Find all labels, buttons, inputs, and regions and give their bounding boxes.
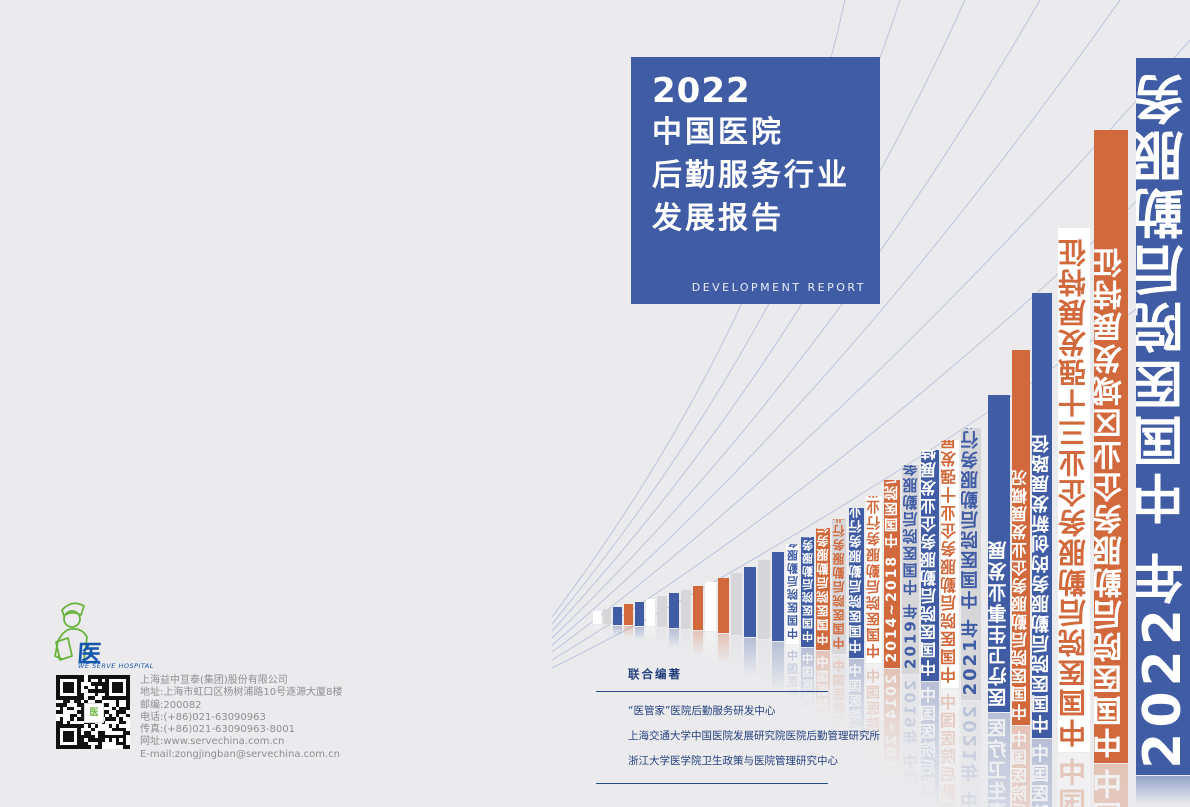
company-phone: 电话:(+86)021-63090963: [140, 711, 266, 723]
book-spine: 2014~2018 中国医院后勤服务行业发展报告: [884, 480, 900, 668]
editor-item: 上海交通大学中国医院发展研究院医院后勤管理研究所: [628, 730, 880, 742]
book-spine-reflection: [624, 626, 633, 647]
book-spine-reflection: 中国医院后勤服务企业发展概况: [1012, 726, 1030, 807]
book-spine-reflection: [613, 626, 622, 644]
book-spine: 中国医院后勤服务企业发展特征: [921, 450, 939, 681]
editor-item: 浙江大学医学院卫生政策与医院管理研究中心: [628, 755, 838, 767]
book-spine-reflection: [657, 628, 667, 659]
book-spine: [646, 599, 655, 626]
editors-list: “医管家”医院后勤服务研发中心 上海交通大学中国医院发展研究院医院后勤管理研究所…: [628, 699, 880, 774]
book-spine-reflection: 中国医院后勤服务企业十强发展特征: [941, 689, 959, 807]
book-spine-reflection: 中国医院后勤服务的创新发展路径: [1032, 739, 1052, 807]
qr-center-logo: 医: [84, 703, 104, 723]
right-book-spine-reflection: [1136, 776, 1190, 807]
book-spine: 中国医院后勤服务的创新发展路径: [1032, 293, 1052, 738]
cover-title-line-2: 后勤服务行业: [652, 158, 850, 193]
book-spine: 中国医院后勤服务企业区域发展特征: [1094, 130, 1128, 763]
book-spine-reflection: [603, 625, 611, 640]
book-spine: [731, 573, 742, 635]
book-spine: [603, 609, 611, 624]
book-spine-reflection: [669, 629, 679, 664]
logo-tagline: WE SERVE HOSPITAL: [78, 662, 154, 670]
company-address: 地址:上海市虹口区杨树浦路10号逐源大厦8楼: [140, 687, 343, 699]
joint-editors-block: 联合编著 “医管家”医院后勤服务研发中心 上海交通大学中国医院发展研究院医院后勤…: [596, 666, 880, 784]
cover-title: 中国医院 后勤服务行业 发展报告: [652, 111, 850, 240]
book-spine-reflection: [635, 627, 644, 651]
book-spine-reflection: 医疗卫生事业发展: [988, 713, 1010, 807]
company-postcode: 邮编:200082: [140, 699, 202, 711]
book-spine-reflection: 中国医院后勤服务行业发展报告: [832, 655, 846, 790]
cover-title-box: 2022 中国医院 后勤服务行业 发展报告 DEVELOPMENT REPORT: [631, 57, 880, 304]
book-spine: 中国医院后勤服务企业三十强发展特征: [1058, 228, 1090, 752]
book-spine: [693, 586, 703, 630]
cover-title-line-3: 发展报告: [652, 201, 784, 236]
editors-rule-bottom: [596, 783, 828, 784]
book-spine: 2019年 中国医院后勤服务行业发展报告: [902, 465, 919, 674]
nurse-figure-icon: [54, 602, 88, 661]
editors-heading: 联合编著: [628, 667, 682, 681]
cover-subtitle: DEVELOPMENT REPORT: [691, 281, 866, 294]
right-book-spine: 2022年 中国医院后勤服务: [1136, 58, 1190, 775]
cover-title-line-1: 中国医院: [652, 115, 784, 150]
book-spine: [718, 578, 729, 633]
book-spine: [744, 567, 756, 637]
company-fax: 传真:(+86)021-63090963-8001: [140, 724, 295, 736]
book-spine: [772, 552, 784, 641]
cover-year: 2022: [652, 71, 751, 111]
book-spine-reflection: [593, 625, 601, 638]
book-spine: 中国医院后勤服务企业十强发展特征: [941, 440, 959, 688]
company-info: 上海益中亘泰(集团)股份有限公司 地址:上海市虹口区杨树浦路10号逐源大厦8楼 …: [140, 675, 342, 761]
book-spine: [669, 593, 679, 628]
book-spine: 医疗卫生事业发展: [988, 395, 1010, 712]
book-spine-reflection: 中国医院后勤服务企业三十强发展特征: [1058, 753, 1090, 807]
book-spine-reflection: 2021年 中国医院后勤服务行业发展报告: [961, 701, 981, 807]
book-spine: 中国医院后勤服务行业发展报告: [866, 496, 882, 663]
editors-rule-top: [596, 691, 828, 692]
book-spine: [705, 582, 716, 631]
book-spine-reflection: 2014~2018 中国医院后勤服务行业发展报告: [884, 669, 900, 807]
book-spine: 中国医院后勤服务行业发展报告: [832, 519, 846, 654]
company-website: 网址:www.servechina.com.cn: [140, 736, 285, 748]
book-spine-reflection: 中国医院后勤服务企业发展特征: [921, 682, 939, 807]
book-spine: 2021年 中国医院后勤服务行业发展报告: [961, 428, 981, 700]
book-spine-reflection: 中国医院后勤服务企业区域发展特征: [1094, 764, 1128, 807]
book-spine: 中国医院后勤服务行业发展报告: [786, 544, 799, 644]
book-spine: [624, 604, 633, 625]
book-spine: [681, 590, 691, 629]
book-spine: [758, 560, 770, 639]
book-spine: 中国医院后勤服务企业发展概况: [1012, 350, 1030, 725]
right-spine-title: 2022年 中国医院后勤服务: [1136, 68, 1190, 769]
book-spine-reflection: [681, 630, 691, 669]
book-spine: 中国医院后勤服务行业发展报告: [801, 537, 814, 647]
book-spine: 中国医院后勤服务行业发展报告: [849, 508, 864, 658]
company-name: 上海益中亘泰(集团)股份有限公司: [140, 675, 288, 686]
book-spine: [613, 607, 622, 625]
book-spine-reflection: [646, 627, 655, 654]
book-spine-reflection: 2019年 中国医院后勤服务行业发展报告: [902, 675, 919, 807]
book-spine: [635, 602, 644, 626]
book-spine: [593, 611, 601, 624]
book-spine: [657, 596, 667, 627]
book-spine: 中国医院后勤服务行业发展报告: [816, 528, 830, 650]
editor-item: “医管家”医院后勤服务研发中心: [628, 705, 776, 717]
company-email: E-mail:zongjingban@servechina.com.cn: [140, 748, 341, 760]
